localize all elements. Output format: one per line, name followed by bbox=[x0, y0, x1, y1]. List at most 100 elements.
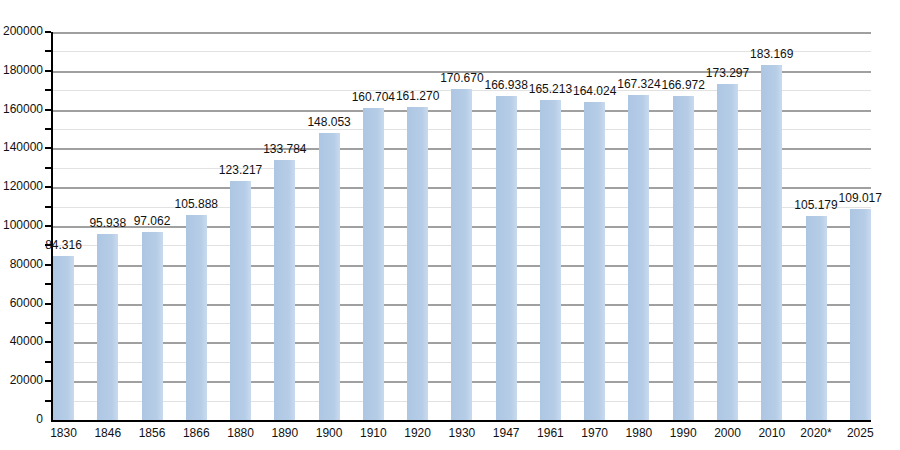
bar bbox=[319, 133, 340, 420]
bar-slot: 84.3161830 bbox=[53, 32, 74, 420]
bar-value-label: 164.024 bbox=[573, 84, 616, 98]
y-axis-tick bbox=[45, 380, 51, 382]
x-axis-label: 1866 bbox=[183, 426, 210, 440]
x-axis-label: 1830 bbox=[50, 426, 77, 440]
bar-value-label: 109.017 bbox=[839, 191, 882, 205]
bar-slot: 166.9381947 bbox=[496, 32, 517, 420]
bar-slot: 183.1692010 bbox=[761, 32, 782, 420]
bar-slot: 165.2131961 bbox=[540, 32, 561, 420]
x-axis-label: 1910 bbox=[360, 426, 387, 440]
bar-slot: 133.7841890 bbox=[274, 32, 295, 420]
bar-value-label: 160.704 bbox=[352, 90, 395, 104]
bar bbox=[584, 102, 605, 420]
bar-value-label: 161.270 bbox=[396, 89, 439, 103]
y-axis-tick bbox=[45, 341, 51, 343]
bar-value-label: 105.888 bbox=[175, 197, 218, 211]
bar bbox=[806, 216, 827, 420]
bar bbox=[407, 107, 428, 420]
bar bbox=[496, 96, 517, 420]
y-axis-tick bbox=[45, 283, 51, 285]
x-axis-label: 1890 bbox=[271, 426, 298, 440]
bar bbox=[717, 84, 738, 420]
y-axis-tick bbox=[45, 225, 51, 227]
x-axis-label: 1930 bbox=[449, 426, 476, 440]
x-axis-label: 2020* bbox=[800, 426, 831, 440]
y-axis-label: 20000 bbox=[0, 373, 43, 387]
bar-value-label: 167.324 bbox=[617, 77, 660, 91]
y-axis-tick bbox=[45, 400, 51, 402]
x-axis-label: 1947 bbox=[493, 426, 520, 440]
x-axis-label: 1980 bbox=[626, 426, 653, 440]
bar-slot: 161.2701920 bbox=[407, 32, 428, 420]
y-axis-tick bbox=[45, 109, 51, 111]
bar-value-label: 97.062 bbox=[134, 214, 171, 228]
x-axis-label: 1920 bbox=[404, 426, 431, 440]
bar bbox=[53, 256, 74, 420]
y-axis-label: 100000 bbox=[0, 218, 43, 232]
y-axis-label: 200000 bbox=[0, 24, 43, 38]
bar-slot: 148.0531900 bbox=[319, 32, 340, 420]
bar bbox=[540, 100, 561, 421]
bar-slot: 170.6701930 bbox=[451, 32, 472, 420]
bar bbox=[451, 89, 472, 420]
y-axis-tick bbox=[45, 128, 51, 130]
y-axis-tick bbox=[45, 361, 51, 363]
y-axis-tick bbox=[45, 322, 51, 324]
bar-value-label: 165.213 bbox=[529, 82, 572, 96]
bar-slot: 164.0241970 bbox=[584, 32, 605, 420]
bar bbox=[142, 232, 163, 420]
bar bbox=[363, 108, 384, 420]
bar-value-label: 95.938 bbox=[89, 216, 126, 230]
plot-area: 84.3161830 95.9381846 97.0621856 105.888186… bbox=[51, 32, 871, 422]
y-axis-tick bbox=[45, 206, 51, 208]
bar-value-label: 166.938 bbox=[484, 78, 527, 92]
y-axis-label: 140000 bbox=[0, 140, 43, 154]
bar-slot: 166.9721990 bbox=[673, 32, 694, 420]
y-axis-label: 180000 bbox=[0, 63, 43, 77]
bar-value-label: 148.053 bbox=[307, 115, 350, 129]
bar-value-label: 173.297 bbox=[706, 66, 749, 80]
bar bbox=[274, 160, 295, 420]
bar bbox=[673, 96, 694, 420]
bar-value-label: 183.169 bbox=[750, 47, 793, 61]
y-axis-tick bbox=[45, 167, 51, 169]
bar-slot: 167.3241980 bbox=[628, 32, 649, 420]
population-bar-chart: 84.316183095.938184697.0621856105.888186… bbox=[0, 0, 900, 450]
bar-value-label: 133.784 bbox=[263, 142, 306, 156]
x-axis-label: 2025 bbox=[847, 426, 874, 440]
bar bbox=[230, 181, 251, 420]
bar-slot: 95.9381846 bbox=[97, 32, 118, 420]
y-axis-tick bbox=[45, 264, 51, 266]
y-axis-label: 120000 bbox=[0, 179, 43, 193]
bar-slot: 109.0172025 bbox=[850, 32, 871, 420]
bar-slot: 105.8881866 bbox=[186, 32, 207, 420]
bar bbox=[761, 65, 782, 420]
bar-value-label: 105.179 bbox=[794, 198, 837, 212]
y-axis-tick bbox=[45, 147, 51, 149]
bar-slot: 97.0621856 bbox=[142, 32, 163, 420]
y-axis-label: 60000 bbox=[0, 296, 43, 310]
x-axis-label: 1900 bbox=[316, 426, 343, 440]
bar-slot: 123.2171880 bbox=[230, 32, 251, 420]
y-axis-tick bbox=[45, 303, 51, 305]
x-axis-label: 1970 bbox=[581, 426, 608, 440]
y-axis-tick bbox=[45, 186, 51, 188]
y-axis-label: 40000 bbox=[0, 334, 43, 348]
y-axis-label: 80000 bbox=[0, 257, 43, 271]
bar-value-label: 166.972 bbox=[662, 78, 705, 92]
y-axis-tick bbox=[45, 50, 51, 52]
bar bbox=[186, 215, 207, 420]
bar bbox=[97, 234, 118, 420]
bar-slot: 105.1792020* bbox=[806, 32, 827, 420]
x-axis-label: 1880 bbox=[227, 426, 254, 440]
y-axis-label: 0 bbox=[0, 412, 43, 426]
bar-slot: 160.7041910 bbox=[363, 32, 384, 420]
bar bbox=[628, 95, 649, 420]
x-axis-label: 2010 bbox=[758, 426, 785, 440]
bar-slot: 173.2972000 bbox=[717, 32, 738, 420]
y-axis-tick bbox=[45, 89, 51, 91]
y-axis-tick bbox=[45, 31, 51, 33]
y-axis-tick bbox=[45, 70, 51, 72]
x-axis-label: 1961 bbox=[537, 426, 564, 440]
x-axis-label: 1856 bbox=[139, 426, 166, 440]
